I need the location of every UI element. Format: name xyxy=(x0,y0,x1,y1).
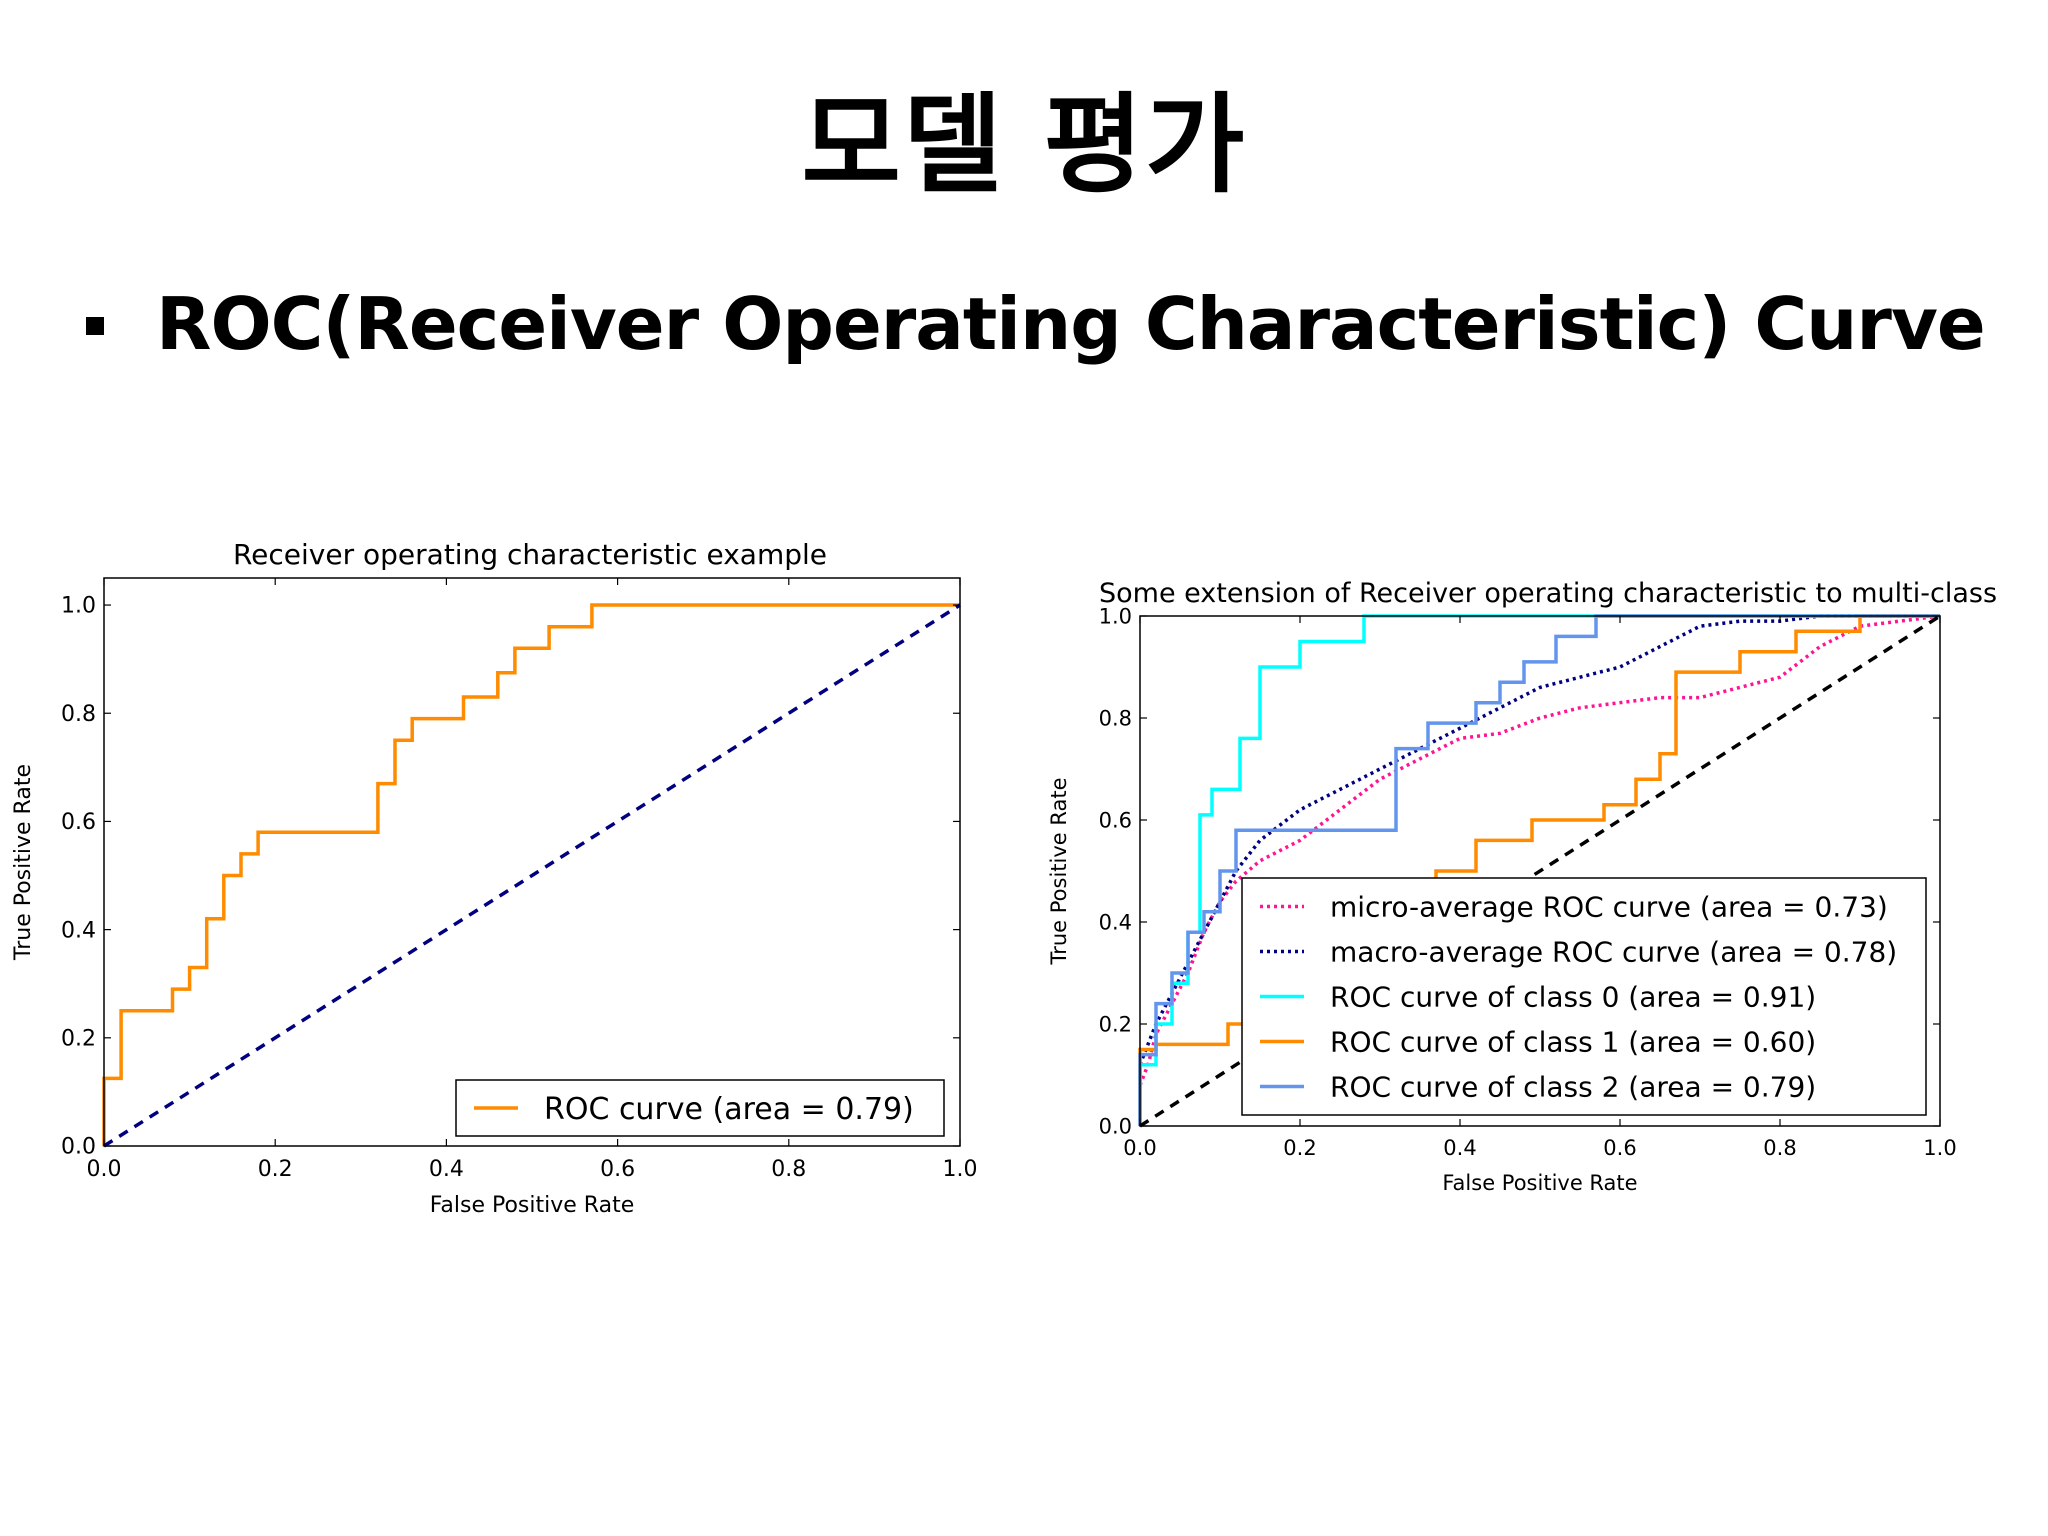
y-tick-label: 0.8 xyxy=(1099,706,1132,730)
x-tick-label: 0.8 xyxy=(771,1157,806,1182)
y-tick-label: 0.0 xyxy=(61,1135,96,1160)
roc-chart-multiclass: 0.0 0.2 0.4 0.6 0.8 1.0 0.0 0.2 0.4 0.6 0.8 1.0 Some… xyxy=(1040,540,2030,1224)
x-tick-label: 1.0 xyxy=(943,1157,978,1182)
legend-box xyxy=(1241,877,1927,1116)
series-line-1 xyxy=(103,603,961,1148)
x-tick-label: 0.2 xyxy=(258,1157,293,1182)
roc-chart-binary: 0.0 0.2 0.4 0.6 0.8 1.0 0.0 0.2 0.4 0.6 0.8 1.0 Rece… xyxy=(0,520,1000,1244)
legend-label: ROC curve of class 0 (area = 0.91) xyxy=(1330,981,1816,1014)
x-axis-label: False Positive Rate xyxy=(1442,1171,1637,1195)
x-tick-label: 0.4 xyxy=(1443,1136,1476,1160)
square-bullet-icon xyxy=(86,317,104,335)
bullet-item: ROC(Receiver Operating Characteristic) C… xyxy=(86,282,1986,366)
roc-chart-multiclass-svg: 0.0 0.2 0.4 0.6 0.8 1.00.00.20.40.60.81.0Some… xyxy=(1047,578,1997,1195)
x-tick-label: 0.4 xyxy=(429,1157,464,1182)
bullet-text: ROC(Receiver Operating Characteristic) C… xyxy=(156,282,1986,366)
y-tick-label: 0.0 xyxy=(1099,1114,1132,1138)
x-tick-label: 0.6 xyxy=(1603,1136,1636,1160)
chart-title: Receiver operating characteristic exampl… xyxy=(233,538,827,571)
y-tick-label: 0.4 xyxy=(1099,910,1132,934)
series-line-5 xyxy=(1139,614,1941,1128)
plot-frame xyxy=(1139,615,1941,1127)
x-axis-label: False Positive Rate xyxy=(430,1193,634,1218)
x-tick-label: 0.8 xyxy=(1763,1136,1796,1160)
y-tick-label: 0.4 xyxy=(61,918,96,943)
y-tick-label: 1.0 xyxy=(1099,604,1132,628)
series-line-3 xyxy=(1138,614,1940,1126)
legend-label: micro-average ROC curve (area = 0.73) xyxy=(1330,891,1888,924)
y-tick-label: 1.0 xyxy=(61,594,96,619)
y-axis-label: True Positive Rate xyxy=(1047,777,1071,965)
legend-label: ROC curve of class 2 (area = 0.79) xyxy=(1330,1071,1816,1104)
y-tick-label: 0.6 xyxy=(61,810,96,835)
y-tick-label: 0.6 xyxy=(1099,808,1132,832)
series-line-0 xyxy=(102,603,960,1146)
y-axis-label: True Positive Rate xyxy=(11,764,36,961)
legend-box xyxy=(455,1079,945,1137)
y-tick-label: 0.8 xyxy=(61,702,96,727)
x-tick-label: 0.6 xyxy=(600,1157,635,1182)
plot-area xyxy=(104,578,960,1146)
legend-label: macro-average ROC curve (area = 0.78) xyxy=(1330,936,1897,969)
y-tick-label: 0.2 xyxy=(61,1027,96,1052)
roc-chart-binary-svg: 0.0 0.2 0.4 0.6 0.8 1.0 0.0 0.2 0.4 0.6 0.8 1.0 Rece… xyxy=(11,538,978,1218)
x-tick-label: 0.2 xyxy=(1283,1136,1316,1160)
series-line-4 xyxy=(1138,614,1940,1126)
legend-label: ROC curve (area = 0.79) xyxy=(544,1092,914,1127)
y-tick-label: 0.2 xyxy=(1099,1012,1132,1036)
series-line-1 xyxy=(1138,614,1940,1066)
plot-frame xyxy=(103,577,961,1147)
x-tick-label: 1.0 xyxy=(1923,1136,1956,1160)
chart-title: Some extension of Receiver operating cha… xyxy=(1099,578,1997,609)
x-tick-label: 0.0 xyxy=(87,1157,122,1182)
series-line-2 xyxy=(1138,614,1940,1126)
legend-label: ROC curve of class 1 (area = 0.60) xyxy=(1330,1026,1816,1059)
x-tick-label: 0.0 xyxy=(1123,1136,1156,1160)
slide-title: 모델 평가 xyxy=(801,83,1247,208)
series-line-0 xyxy=(1138,614,1941,1086)
